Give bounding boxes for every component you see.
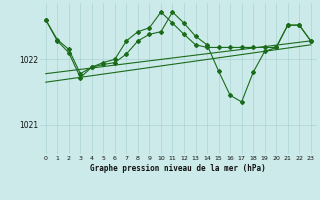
X-axis label: Graphe pression niveau de la mer (hPa): Graphe pression niveau de la mer (hPa) <box>90 164 266 173</box>
